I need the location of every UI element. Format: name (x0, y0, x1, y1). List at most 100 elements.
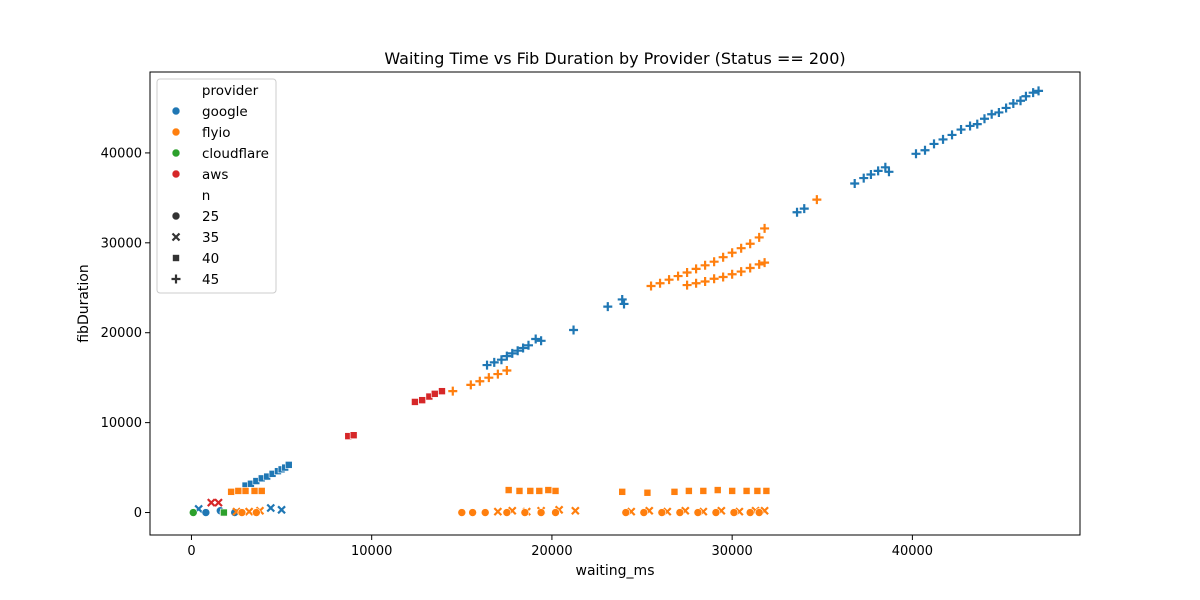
legend-marker-cloudflare (171, 148, 181, 158)
data-point-flyio-45 (745, 239, 755, 249)
data-point-google-40 (284, 461, 293, 469)
legend-label-n-40: 40 (202, 251, 219, 267)
data-point-google-45 (884, 167, 894, 177)
x-axis-label: waiting_ms (576, 563, 655, 579)
data-point-flyio-40 (685, 487, 693, 495)
data-point-flyio-45 (673, 271, 683, 281)
data-point-flyio-40 (728, 487, 736, 495)
data-point-aws-35 (214, 498, 223, 507)
data-point-google-45 (489, 357, 499, 367)
legend-label-n-25: 25 (202, 209, 219, 225)
data-point-flyio-25 (657, 508, 667, 517)
data-point-flyio-45 (760, 223, 770, 233)
data-point-google-45 (502, 351, 512, 361)
chart-title: Waiting Time vs Fib Duration by Provider… (384, 49, 845, 68)
y-tick-label: 30000 (101, 236, 142, 251)
data-point-google-35 (277, 505, 286, 515)
data-points (188, 86, 1044, 517)
legend-frame (156, 78, 277, 294)
data-point-flyio-40 (699, 487, 708, 495)
data-point-flyio-25 (729, 508, 739, 517)
data-point-flyio-25 (639, 508, 649, 517)
data-point-google-45 (920, 145, 930, 155)
legend-marker-n-25 (171, 211, 181, 221)
data-point-google-45 (1001, 103, 1011, 113)
data-point-flyio-45 (700, 276, 710, 286)
data-point-aws-40 (418, 396, 426, 404)
data-point-google-45 (929, 139, 939, 149)
data-point-aws-35 (207, 498, 216, 507)
data-point-flyio-25 (520, 508, 530, 517)
data-point-flyio-45 (502, 365, 512, 375)
data-point-google-45 (866, 169, 876, 179)
data-point-flyio-40 (227, 488, 235, 496)
data-point-google-45 (979, 114, 989, 124)
y-axis-ticks: 0 10000 20000 30000 40000 (101, 146, 150, 521)
data-point-flyio-40 (234, 487, 243, 495)
data-point-google-45 (1021, 91, 1031, 101)
data-point-google-25 (201, 508, 211, 517)
data-point-google-45 (536, 336, 546, 346)
data-point-flyio-40 (535, 487, 544, 495)
data-point-flyio-40 (762, 487, 771, 495)
data-point-aws-40 (438, 387, 446, 395)
data-point-google-45 (799, 204, 809, 214)
data-point-flyio-45 (736, 243, 746, 253)
x-tick-label: 40000 (892, 544, 933, 559)
data-point-google-45 (603, 302, 613, 312)
data-point-flyio-40 (742, 487, 751, 495)
data-point-flyio-45 (718, 252, 728, 262)
y-tick-label: 40000 (101, 146, 142, 161)
data-point-flyio-40 (504, 486, 513, 494)
data-point-flyio-45 (475, 376, 485, 386)
data-point-google-45 (617, 294, 627, 304)
legend-marker-aws (171, 169, 181, 179)
legend-label-google: google (202, 104, 248, 120)
data-point-flyio-25 (711, 508, 721, 517)
y-axis-label: fibDuration (76, 264, 92, 343)
data-point-flyio-40 (551, 487, 560, 495)
data-point-flyio-40 (257, 487, 266, 495)
data-point-flyio-45 (718, 272, 728, 282)
legend-label-aws: aws (202, 167, 228, 183)
data-point-flyio-45 (646, 281, 656, 291)
data-point-flyio-25 (551, 508, 560, 517)
data-point-flyio-45 (682, 280, 692, 290)
data-point-google-45 (792, 207, 802, 217)
data-point-google-45 (1016, 96, 1026, 106)
x-tick-label: 30000 (711, 544, 752, 559)
data-point-google-45 (518, 343, 528, 353)
legend-label-n-35: 35 (202, 230, 219, 246)
data-point-google-45 (531, 334, 541, 344)
data-point-flyio-35 (244, 507, 254, 516)
data-point-google-45 (513, 346, 523, 356)
data-point-flyio-45 (664, 275, 674, 285)
data-point-google-45 (569, 325, 579, 335)
data-point-flyio-40 (753, 487, 762, 495)
data-point-flyio-25 (252, 508, 261, 517)
legend-title-n: n (202, 188, 211, 204)
data-point-flyio-45 (691, 264, 701, 274)
y-tick-label: 20000 (101, 326, 142, 341)
x-tick-label: 20000 (531, 544, 572, 559)
data-point-flyio-35 (571, 506, 580, 516)
legend-marker-flyio (171, 127, 181, 137)
data-point-flyio-45 (727, 248, 737, 258)
data-point-flyio-45 (736, 267, 746, 277)
data-point-flyio-25 (693, 508, 703, 517)
data-point-flyio-45 (745, 263, 755, 273)
data-point-flyio-45 (682, 267, 692, 277)
data-point-google-45 (938, 134, 948, 144)
data-point-flyio-25 (675, 508, 685, 517)
data-point-google-45 (523, 340, 533, 350)
data-point-flyio-40 (250, 487, 259, 495)
legend-marker-n-35 (171, 232, 181, 242)
data-point-flyio-45 (655, 278, 665, 288)
data-point-google-45 (965, 121, 975, 131)
legend-label-flyio: flyio (202, 125, 231, 141)
data-point-aws-40 (411, 398, 419, 406)
legend: provider google flyio cloudflare aws n 25 35 40 4… (156, 78, 277, 294)
data-point-flyio-25 (457, 508, 467, 517)
data-point-flyio-40 (618, 488, 627, 496)
